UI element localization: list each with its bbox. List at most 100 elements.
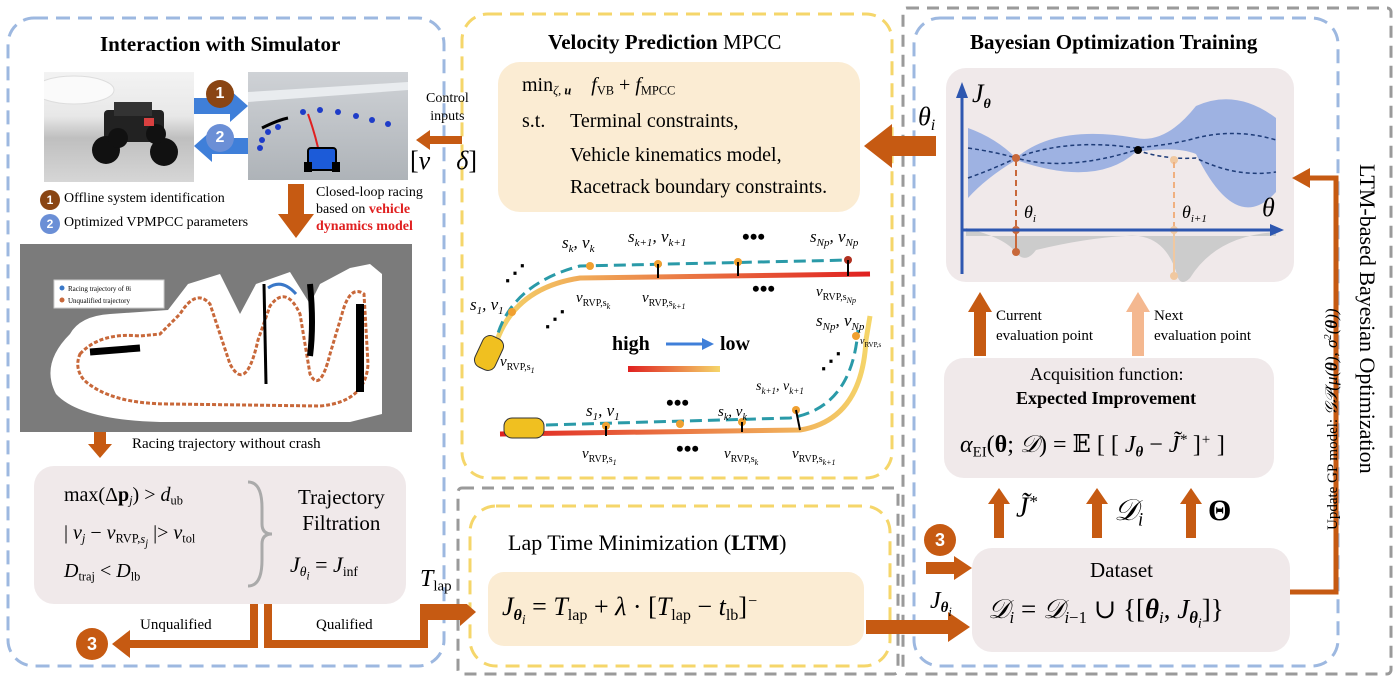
mpcc-c1: Terminal constraints, — [570, 110, 739, 132]
unqualified-to-dataset-arrow — [926, 556, 972, 580]
ltm-title: Lap Time Minimization (LTM) — [508, 530, 787, 555]
svg-text:•••: ••• — [666, 390, 689, 415]
acq-label: Acquisition function: — [1030, 364, 1184, 384]
filtration-label: Trajectory Filtration — [298, 485, 385, 535]
control-arrow — [416, 130, 462, 150]
badge-2: 2 — [206, 124, 234, 152]
theta-set-label: Θ — [1208, 494, 1232, 527]
control-inputs-label: Control inputs — [426, 91, 469, 124]
legend-badge-1: 1 — [40, 190, 60, 210]
track-legend-2: Unqualified trajectory — [68, 297, 131, 305]
theta-set-arrow — [1180, 488, 1202, 538]
badge-3-right: 3 — [924, 524, 956, 556]
dataset-equation: 𝒟i = 𝒟i−1 ∪ {[θi, Jθi]} — [988, 594, 1224, 632]
svg-text:sk, vk: sk, vk — [562, 233, 596, 255]
side-ltm-label: LTM-based Bayesian Optimization — [1355, 164, 1380, 474]
svg-text:sk+1, vk+1: sk+1, vk+1 — [756, 379, 804, 396]
acquisition-box — [944, 358, 1274, 478]
mpcc-c3: Racetrack boundary constraints. — [570, 176, 828, 198]
unqualified-label: Unqualified — [140, 617, 212, 633]
ltm-gray-border-left — [456, 486, 900, 676]
svg-text:vRVP,sk: vRVP,sk — [576, 290, 611, 311]
ltm-equation: Jθi = Tlap + λ · [Tlap − tlb]− — [502, 592, 758, 628]
svg-text:⋰: ⋰ — [544, 306, 566, 331]
mpcc-box — [498, 62, 860, 212]
filtration-box — [34, 466, 406, 604]
mpcc-st: s.t. — [522, 110, 546, 132]
velocity-panel-border — [460, 12, 894, 480]
dataset-box — [972, 548, 1290, 652]
ltm-equation-box — [488, 572, 864, 646]
mpcc-objective: minζ, u fVB + fMPCC — [522, 74, 676, 98]
svg-text:s1, v1: s1, v1 — [470, 295, 504, 317]
legend-badge-2: 2 — [40, 214, 60, 234]
qualified-label: Qualified — [316, 617, 373, 633]
svg-text:Jθ: Jθ — [972, 79, 992, 112]
svg-text:•••: ••• — [676, 436, 699, 461]
j-theta-label: Jθi — [930, 588, 952, 620]
simulator-title: Interaction with Simulator — [100, 32, 341, 56]
simulator-panel-border — [6, 16, 446, 668]
dataset-label: Dataset — [1090, 558, 1153, 582]
cond-1: max(Δpj) > dub — [64, 484, 183, 508]
acq-ei-label: Expected Improvement — [1016, 388, 1197, 408]
current-eval-arrow — [968, 292, 992, 356]
ltm-to-dataset-arrow — [866, 612, 970, 642]
next-eval-arrow — [1126, 292, 1150, 356]
svg-text:vRVP,sk+1: vRVP,sk+1 — [642, 290, 686, 311]
low-label: low — [720, 333, 751, 355]
acq-equation: αEI(θ; 𝒟) = 𝔼 [ [ Jθ − J̃* ]+ ] — [960, 431, 1225, 461]
svg-text:θi: θi — [1024, 202, 1036, 225]
cond-2: | vj − vRVP,sj |> vtol — [64, 522, 196, 550]
bo-gray-border — [901, 6, 1393, 676]
svg-text:vRVP,sk+1: vRVP,sk+1 — [792, 446, 836, 467]
svg-text:•••: ••• — [752, 276, 775, 301]
svg-text:s1, v1: s1, v1 — [586, 401, 620, 423]
filter-arrows — [112, 604, 476, 658]
jstar-label: J̃* — [1016, 492, 1038, 524]
trajectory-diagram: high low sk, vk sk+1, vk+1 ••• sNp, vNp … — [470, 224, 881, 467]
velocity-title: Velocity Prediction MPCC — [548, 30, 782, 54]
ltm-panel-border — [468, 504, 892, 668]
car-photo — [44, 72, 194, 182]
current-eval-label: Current evaluation point — [996, 308, 1094, 344]
high-label: high — [612, 333, 650, 355]
theta-arrow — [864, 124, 936, 168]
theta-i-label: θi — [918, 102, 936, 134]
down-arrow-track — [88, 432, 112, 458]
svg-text:vRVP,s1: vRVP,s1 — [582, 446, 617, 467]
t-lap-label: Tlap — [420, 566, 452, 595]
side-gp-label: Update GP model: 𝒢𝒫(μ(θ), σ2(θ)) — [1322, 308, 1341, 530]
track-legend-1: Racing trajectory of θi — [68, 285, 131, 293]
mpcc-c2: Vehicle kinematics model, — [570, 144, 782, 166]
svg-text:θi+1: θi+1 — [1182, 202, 1207, 225]
next-eval-label: Next evaluation point — [1154, 308, 1252, 344]
legend-optimized: Optimized VPMPCC parameters — [64, 215, 249, 230]
svg-text:vRVP,s1: vRVP,s1 — [500, 354, 535, 375]
svg-text:sk+1, vk+1: sk+1, vk+1 — [628, 227, 686, 249]
legend-offline: Offline system identification — [64, 191, 225, 206]
svg-text:sNp, vNp: sNp, vNp — [816, 311, 865, 333]
svg-text:θ: θ — [1262, 193, 1275, 222]
svg-text:⋰: ⋰ — [504, 260, 526, 285]
down-arrow-sim — [278, 184, 314, 238]
bo-title: Bayesian Optimization Training — [970, 30, 1258, 54]
simulator-screenshot — [248, 72, 408, 180]
svg-text:•••: ••• — [742, 224, 765, 249]
j-inf: Jθi = Jinf — [290, 552, 358, 583]
gp-update-arrow — [1290, 168, 1339, 595]
svg-text:vRVP,sNp: vRVP,sNp — [816, 284, 856, 305]
badge-1: 1 — [206, 80, 234, 108]
badge-3-left: 3 — [76, 628, 108, 660]
gp-chart: Jθ θ θi θi+1 — [956, 79, 1284, 282]
svg-text:⋰: ⋰ — [820, 348, 842, 373]
svg-text:vRVP,sk: vRVP,sk — [724, 446, 759, 467]
di-arrow — [1086, 488, 1108, 538]
svg-text:sNp, vNp: sNp, vNp — [810, 227, 859, 249]
di-label: 𝒟i — [1114, 494, 1144, 531]
closed-loop-label: Closed-loop racing based on vehicle dyna… — [316, 185, 423, 234]
cond-3: Dtraj < Dlb — [64, 560, 141, 584]
control-vector: [v δ] — [410, 146, 477, 175]
racetrack-map: Racing trajectory of θi Unqualified traj… — [20, 244, 412, 432]
brace — [247, 480, 273, 588]
